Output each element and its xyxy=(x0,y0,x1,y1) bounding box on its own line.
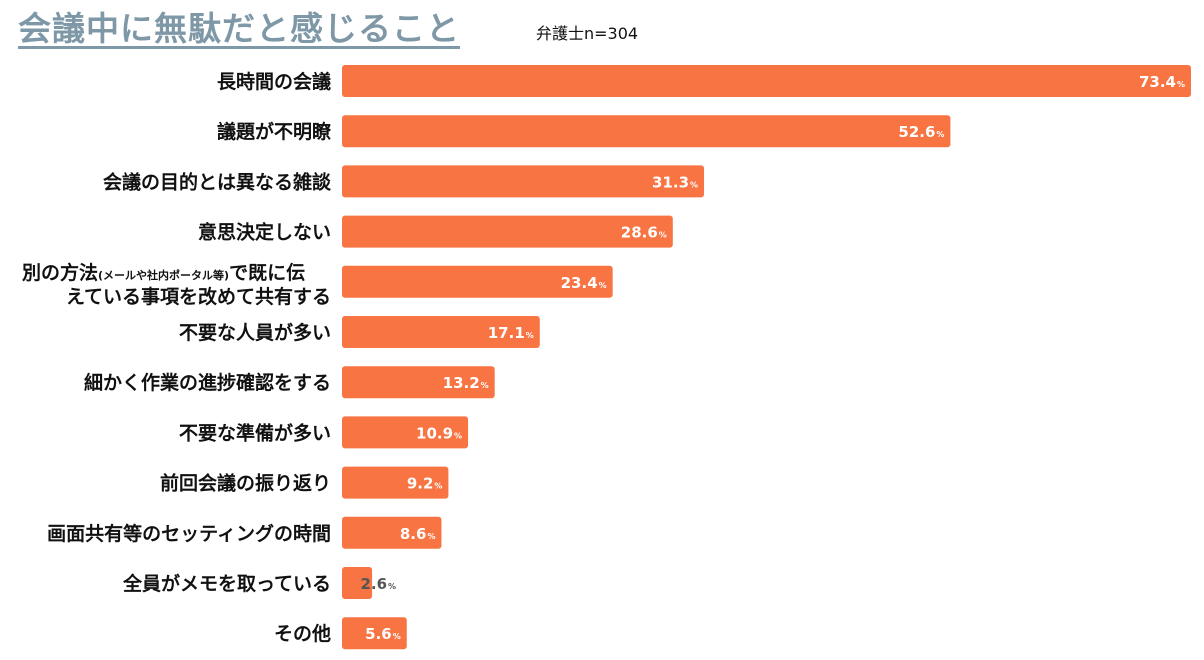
bar xyxy=(342,516,442,549)
value-label: 2.6% xyxy=(360,575,396,593)
value-label: 10.9% xyxy=(416,424,462,442)
chart-title: 会議中に無駄だと感じること xyxy=(18,9,460,48)
category-label: 全員がメモを取っている xyxy=(122,572,331,595)
category-label: 長時間の会議 xyxy=(217,70,331,93)
bar xyxy=(342,65,1191,97)
value-label: 31.3% xyxy=(652,173,698,191)
bar xyxy=(342,115,951,148)
value-label: 5.6% xyxy=(365,625,401,643)
bar xyxy=(342,265,613,298)
value-label: 17.1% xyxy=(488,324,534,342)
category-label: 会議の目的とは異なる雑談 xyxy=(103,170,332,193)
value-label: 13.2% xyxy=(443,374,489,392)
value-label: 8.6% xyxy=(400,525,436,543)
bar xyxy=(342,617,407,650)
chart-subtitle: 弁護士n=304 xyxy=(536,24,639,43)
category-label: 意思決定しない xyxy=(198,221,331,244)
category-label: 細かく作業の進捗確認をする xyxy=(84,371,331,394)
value-label: 9.2% xyxy=(407,475,443,493)
category-label: 不要な準備が多い xyxy=(179,421,331,444)
category-label: 前回会議の振り返り xyxy=(160,472,331,495)
bar xyxy=(342,567,373,599)
value-label: 28.6% xyxy=(621,224,667,242)
category-label: 議題が不明瞭 xyxy=(217,120,332,143)
category-label: えている事項を改めて共有する xyxy=(66,285,331,308)
value-label: 23.4% xyxy=(561,274,607,292)
bar xyxy=(342,466,449,499)
category-label: その他 xyxy=(274,622,331,645)
bar xyxy=(342,165,705,198)
category-label: 不要な人員が多い xyxy=(179,321,331,344)
value-label: 52.6% xyxy=(898,123,944,141)
bar xyxy=(342,215,673,248)
bar xyxy=(342,416,469,449)
category-label: 別の方法(メールや社内ポータル等)で既に伝 xyxy=(22,261,305,284)
bar xyxy=(342,366,495,399)
bar xyxy=(342,316,540,348)
category-label: 画面共有等のセッティングの時間 xyxy=(47,522,331,545)
value-label: 73.4% xyxy=(1139,73,1185,91)
